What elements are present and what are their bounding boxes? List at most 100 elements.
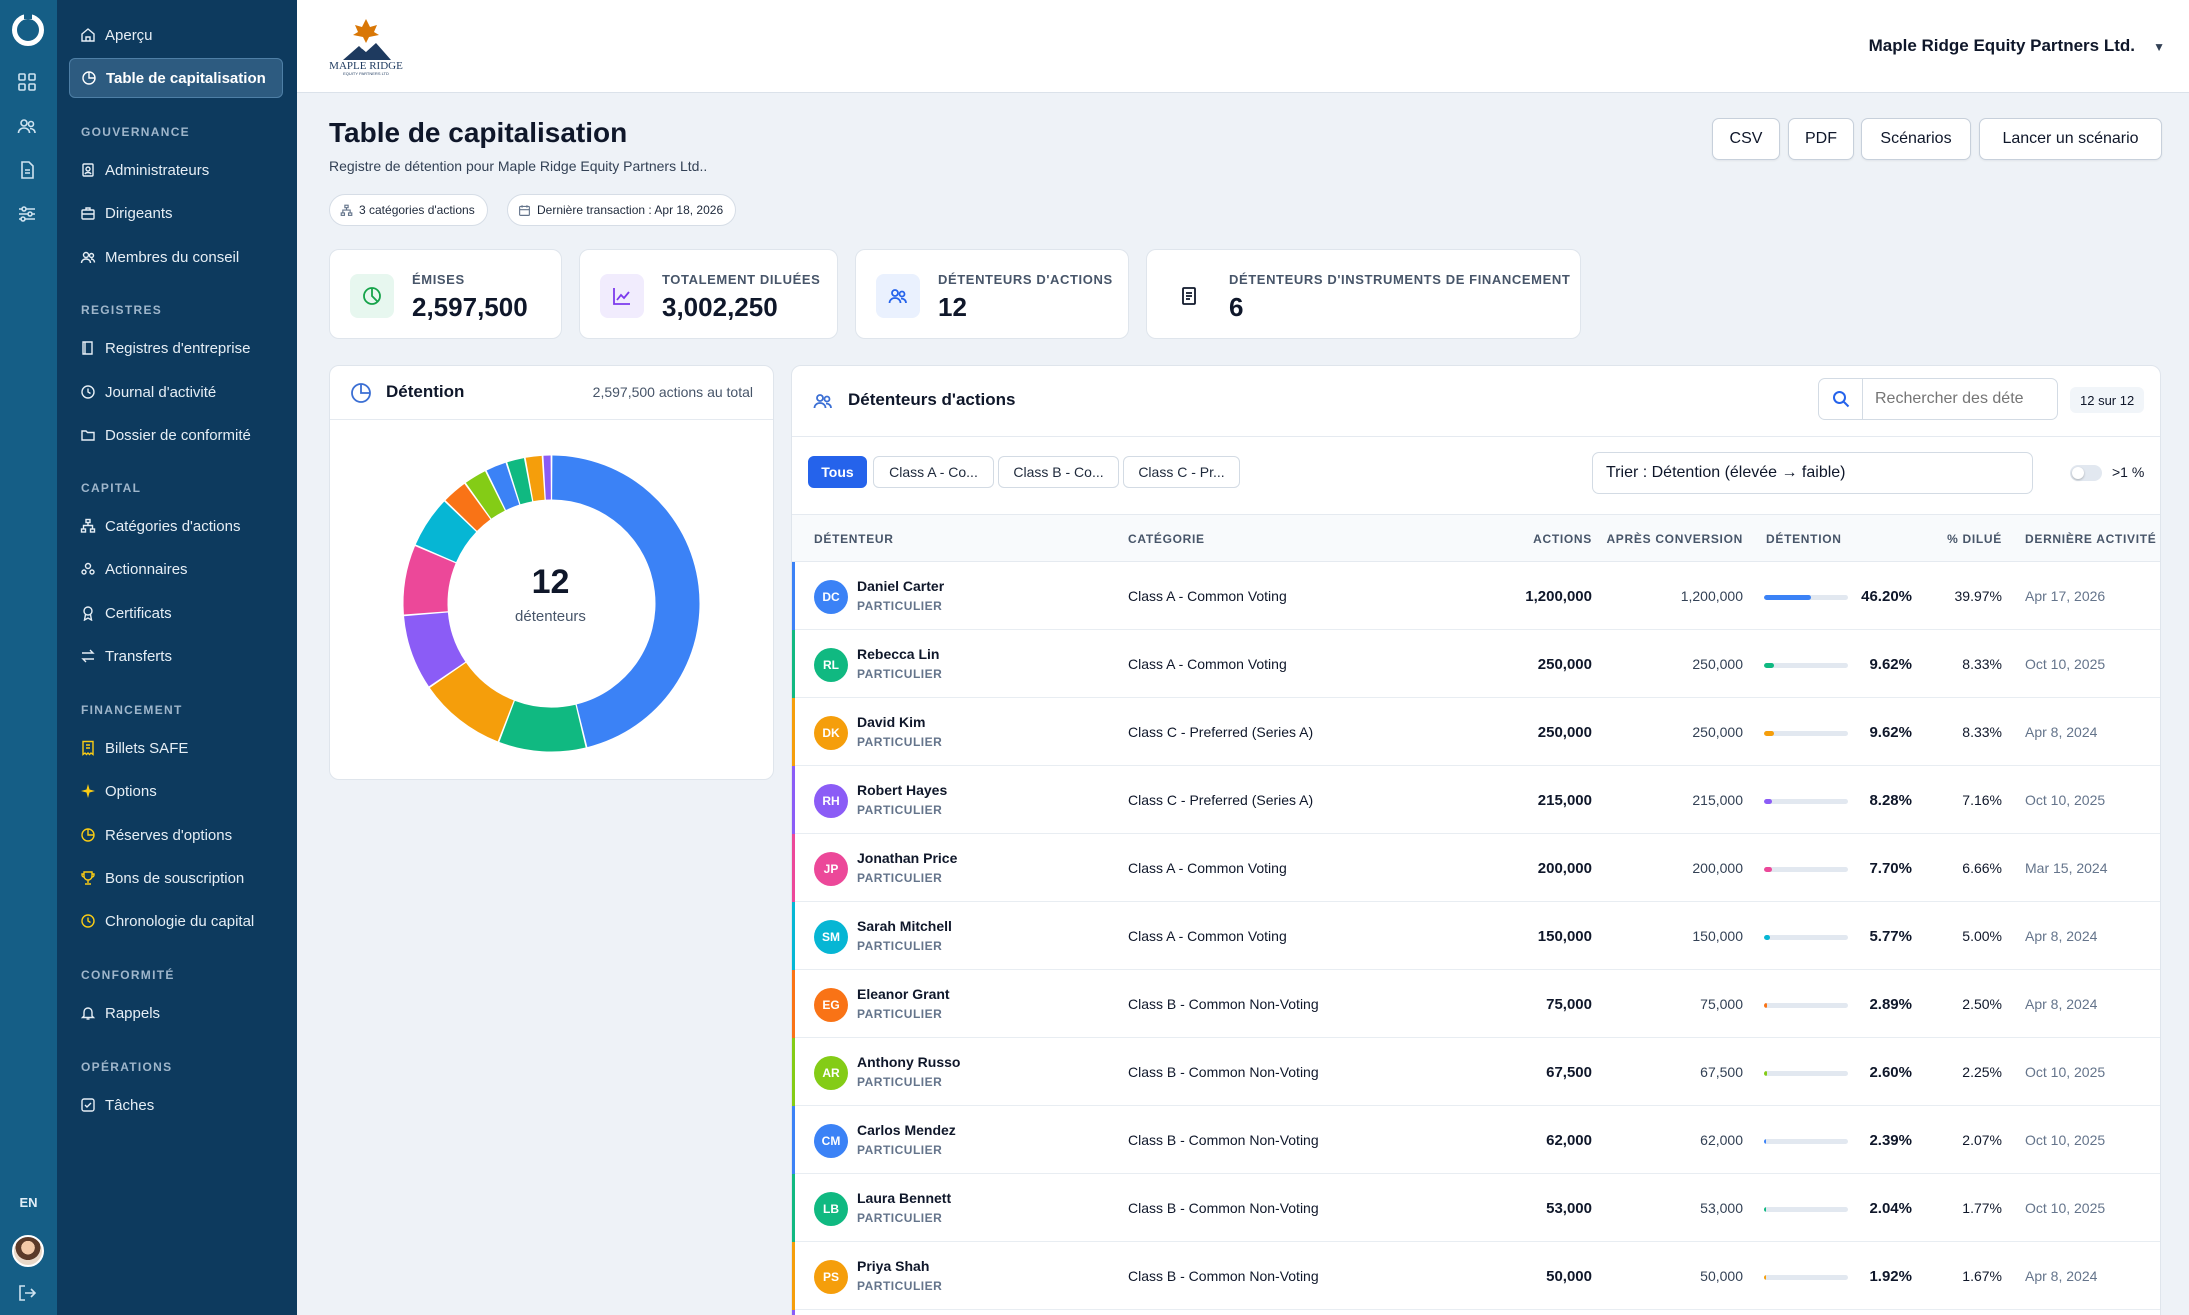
company-logo[interactable]: MAPLE RIDGE EQUITY PARTNERS LTD — [321, 16, 411, 76]
filter-tab-class-a[interactable]: Class A - Co... — [873, 456, 994, 488]
donut-slice[interactable] — [465, 471, 505, 519]
table-row[interactable] — [792, 1310, 2160, 1315]
row-accent — [792, 970, 795, 1038]
nav-item-options[interactable]: Options — [69, 771, 283, 811]
user-avatar[interactable] — [12, 1235, 44, 1267]
nav-item-certificats[interactable]: Certificats — [69, 593, 283, 633]
donut-slice[interactable] — [415, 501, 477, 563]
company-switcher[interactable]: Maple Ridge Equity Partners Ltd. — [1868, 36, 2135, 55]
search-box[interactable] — [1818, 378, 2058, 420]
holder-name[interactable]: Daniel Carter — [857, 578, 945, 594]
donut-slice[interactable] — [499, 700, 586, 752]
holder-name[interactable]: Laura Bennett — [857, 1190, 952, 1206]
nav-item-actionnaires[interactable]: Actionnaires — [69, 549, 283, 589]
table-row[interactable]: SM Sarah Mitchell PARTICULIER Class A - Com… — [792, 902, 2160, 970]
holder-avatar: RL — [814, 648, 848, 682]
table-row[interactable]: RL Rebecca Lin PARTICULIER Class A - Common… — [792, 630, 2160, 698]
nav-item-dirigeants[interactable]: Dirigeants — [69, 193, 283, 233]
nav-item-journal-activite[interactable]: Journal d'activité — [69, 372, 283, 412]
pdf-button[interactable]: PDF — [1788, 118, 1854, 160]
filter-tab-class-c[interactable]: Class C - Pr... — [1123, 456, 1240, 488]
table-row[interactable]: LB Laura Bennett PARTICULIER Class B - Comm… — [792, 1174, 2160, 1242]
grid-icon[interactable] — [17, 72, 37, 92]
donut-slice[interactable] — [404, 612, 466, 687]
stat-value: 3,002,250 — [662, 292, 778, 322]
holder-name[interactable]: Anthony Russo — [857, 1054, 961, 1070]
filter-tab-class-b[interactable]: Class B - Co... — [998, 456, 1119, 488]
run-scenario-button[interactable]: Lancer un scénario — [1979, 118, 2162, 160]
nav-item-registres-entreprise[interactable]: Registres d'entreprise — [69, 328, 283, 368]
donut-slice[interactable] — [525, 455, 545, 502]
language-switch[interactable]: EN — [19, 1195, 38, 1210]
column-header-shares[interactable]: ACTIONS — [1533, 532, 1592, 546]
holder-name[interactable]: Robert Hayes — [857, 782, 948, 798]
holder-converted: 250,000 — [1692, 656, 1743, 672]
scenarios-button[interactable]: Scénarios — [1861, 118, 1971, 160]
table-row[interactable]: EG Eleanor Grant PARTICULIER Class B - Comm… — [792, 970, 2160, 1038]
table-row[interactable]: DC Daniel Carter PARTICULIER Class A - Comm… — [792, 562, 2160, 630]
column-header-diluted[interactable]: % DILUÉ — [1947, 532, 2002, 546]
table-row[interactable]: AR Anthony Russo PARTICULIER Class B - Comm… — [792, 1038, 2160, 1106]
share-categories-chip: 3 catégories d'actions — [329, 194, 488, 226]
nav-item-billets-safe[interactable]: Billets SAFE — [69, 728, 283, 768]
holder-type: PARTICULIER — [857, 1075, 943, 1089]
donut-slice[interactable] — [552, 455, 700, 748]
sliders-icon[interactable] — [17, 204, 37, 224]
logout-icon[interactable] — [17, 1284, 37, 1302]
nav-item-administrateurs[interactable]: Administrateurs — [69, 150, 283, 190]
sort-select[interactable]: Trier : Détention (élevée → faible) — [1592, 452, 2033, 494]
nav-item-dossier-conformite[interactable]: Dossier de conformité — [69, 415, 283, 455]
users-icon[interactable] — [17, 116, 37, 136]
nav-item-apercu[interactable]: Aperçu — [69, 15, 283, 55]
column-header-holder[interactable]: DÉTENTEUR — [814, 532, 894, 546]
search-input[interactable] — [1863, 390, 2053, 408]
donut-slice[interactable] — [429, 662, 514, 742]
nav-item-reserves-options[interactable]: Réserves d'options — [69, 815, 283, 855]
holder-type: PARTICULIER — [857, 1007, 943, 1021]
over-one-percent-toggle[interactable] — [2070, 465, 2102, 481]
column-header-converted[interactable]: APRÈS CONVERSION — [1606, 532, 1743, 546]
holder-name[interactable]: Rebecca Lin — [857, 646, 940, 662]
document-icon[interactable] — [17, 160, 37, 180]
sparkle-icon — [81, 784, 95, 798]
table-row[interactable]: PS Priya Shah PARTICULIER Class B - Common … — [792, 1242, 2160, 1310]
donut-slice[interactable] — [445, 483, 491, 531]
filter-tab-all[interactable]: Tous — [808, 456, 867, 488]
donut-slice[interactable] — [486, 462, 520, 511]
holder-avatar: AR — [814, 1056, 848, 1090]
holder-name[interactable]: Jonathan Price — [857, 850, 958, 866]
column-header-category[interactable]: CATÉGORIE — [1128, 532, 1205, 546]
table-row[interactable]: DK David Kim PARTICULIER Class C - Preferre… — [792, 698, 2160, 766]
table-row[interactable]: JP Jonathan Price PARTICULIER Class A - Com… — [792, 834, 2160, 902]
app-logo-icon[interactable] — [12, 13, 44, 46]
nav-item-membres-conseil[interactable]: Membres du conseil — [69, 237, 283, 277]
table-row[interactable]: CM Carlos Mendez PARTICULIER Class B - Comm… — [792, 1106, 2160, 1174]
holder-name[interactable]: Priya Shah — [857, 1258, 930, 1274]
nav-item-transferts[interactable]: Transferts — [69, 636, 283, 676]
table-row[interactable]: RH Robert Hayes PARTICULIER Class C - Prefe… — [792, 766, 2160, 834]
donut-slice[interactable] — [403, 546, 456, 615]
nav-item-rappels[interactable]: Rappels — [69, 993, 283, 1033]
ownership-bar — [1764, 731, 1848, 736]
nav-item-chronologie-capital[interactable]: Chronologie du capital — [69, 901, 283, 941]
donut-slice[interactable] — [507, 458, 533, 505]
nav-item-table-capitalisation[interactable]: Table de capitalisation — [69, 58, 283, 98]
search-icon — [1832, 391, 1849, 408]
csv-button[interactable]: CSV — [1712, 118, 1780, 160]
donut-slice[interactable] — [543, 455, 551, 500]
holder-name[interactable]: Eleanor Grant — [857, 986, 950, 1002]
column-header-last-activity[interactable]: DERNIÈRE ACTIVITÉ — [2025, 532, 2157, 546]
nav-item-bons-souscription[interactable]: Bons de souscription — [69, 858, 283, 898]
nav-item-label: Registres d'entreprise — [105, 339, 251, 357]
holder-avatar: JP — [814, 852, 848, 886]
holder-diluted-pct: 6.66% — [1962, 860, 2002, 876]
holder-name[interactable]: Sarah Mitchell — [857, 918, 952, 934]
nav-item-label: Journal d'activité — [105, 383, 217, 401]
holder-name[interactable]: Carlos Mendez — [857, 1122, 956, 1138]
nav-item-taches[interactable]: Tâches — [69, 1085, 283, 1125]
ownership-bar — [1764, 799, 1848, 804]
holder-name[interactable]: David Kim — [857, 714, 926, 730]
column-header-ownership[interactable]: DÉTENTION — [1766, 532, 1842, 546]
nav-item-categories-actions[interactable]: Catégories d'actions — [69, 506, 283, 546]
chevron-down-icon[interactable]: ▼ — [2153, 40, 2165, 54]
